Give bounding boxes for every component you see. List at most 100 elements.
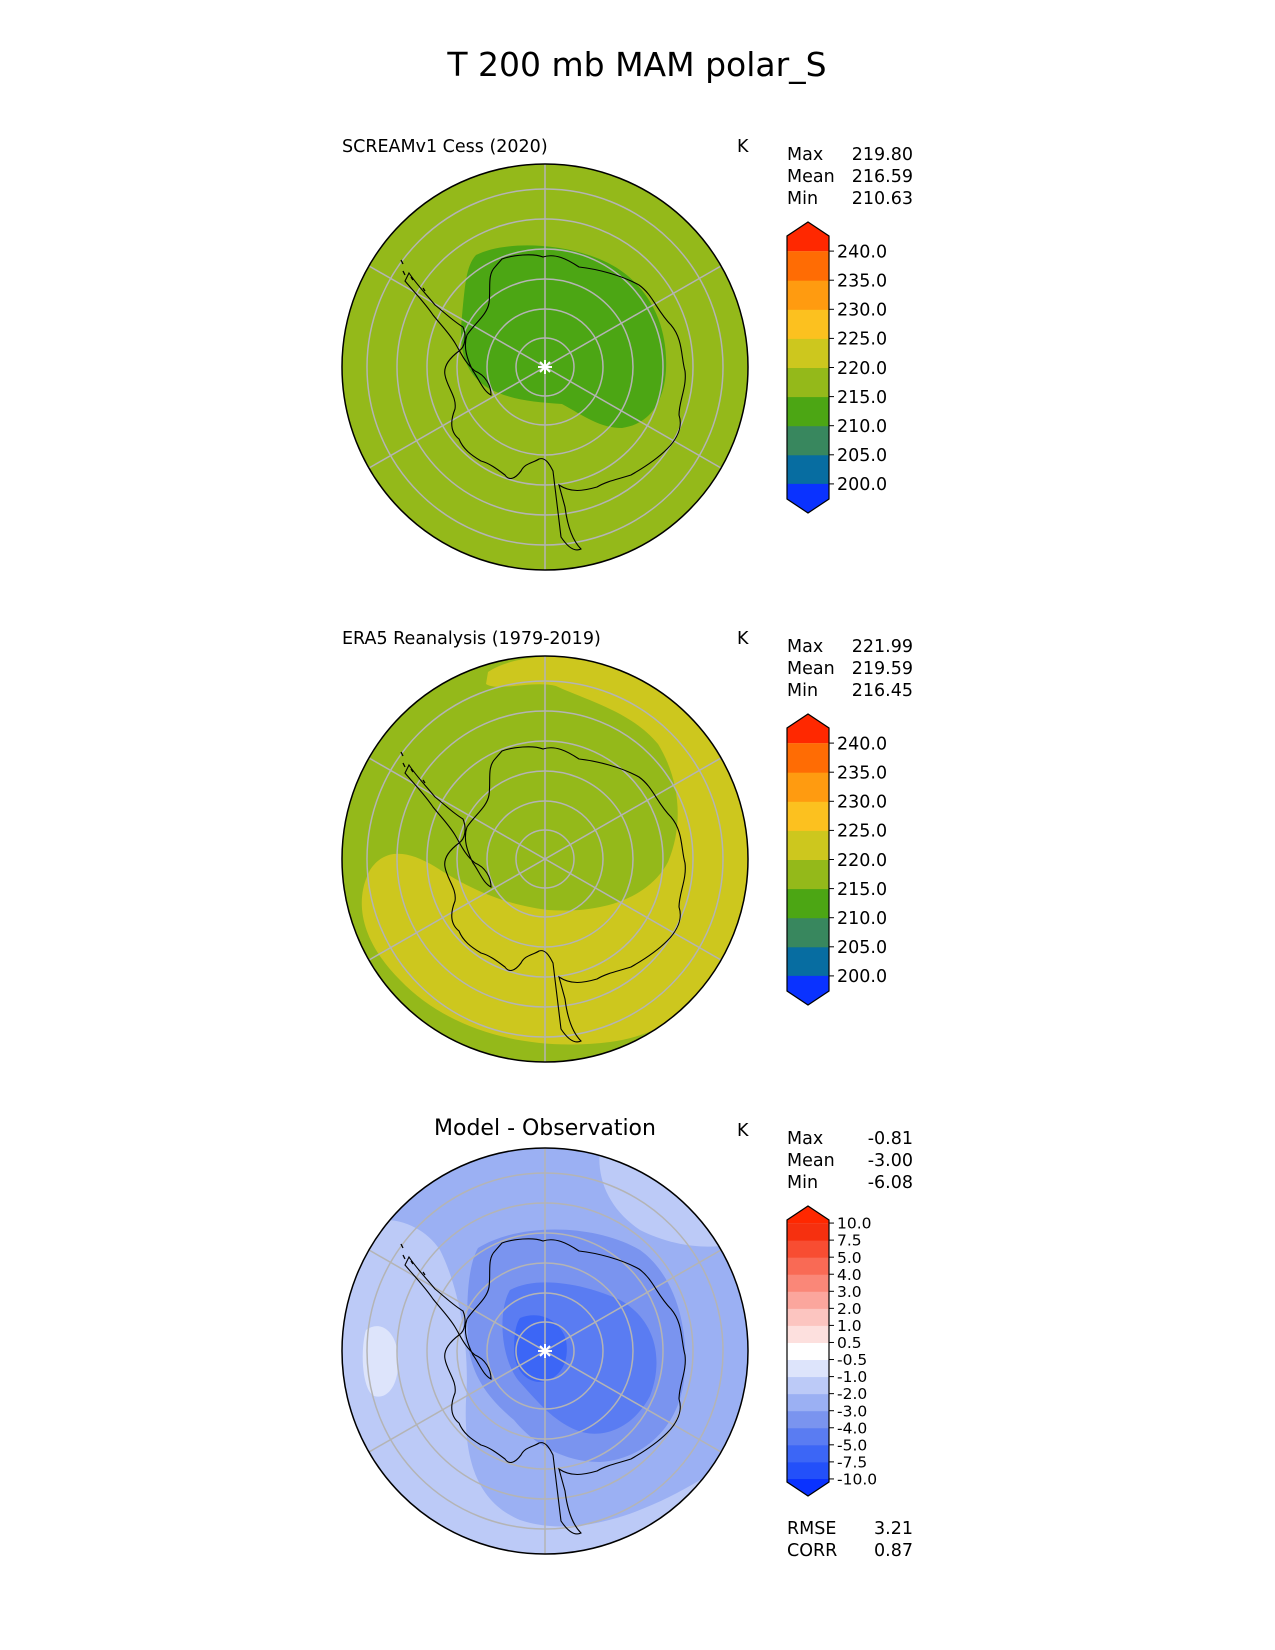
colorbar-segment [787,1393,829,1412]
colorbar-segment [787,1223,829,1241]
map-obs [342,656,748,1062]
panel-diff-units: K [737,1121,749,1141]
colorbar-diff: -10.0-7.5-5.0-4.0-3.0-2.0-1.0-0.50.51.02… [786,1205,877,1497]
colorbar-segment [787,1342,829,1361]
field-band-minus1-minus05 [362,1326,399,1397]
metric-label: RMSE [787,1519,836,1539]
stat-label: Mean [787,167,835,187]
stat-value: 221.99 [852,637,913,657]
panel-obs-title: ERA5 Reanalysis (1979-2019) [342,629,601,649]
stat-value: 219.59 [852,659,913,679]
metric-label: CORR [787,1541,837,1561]
colorbar-tick-label: 4.0 [837,1266,862,1284]
map-obs-border [341,655,749,1063]
colorbar-segment [787,1240,829,1258]
colorbar-tick-label: 210.0 [837,417,887,437]
colorbar-segment [787,1427,829,1446]
colorbar-tick-label: -4.0 [837,1419,867,1437]
colorbar-tick-label: 215.0 [837,388,887,408]
colorbar-segment [787,772,829,802]
colorbar-tick-label: -10.0 [837,1471,877,1489]
colorbar-tick-label: -1.0 [837,1368,867,1386]
colorbar-tick-label: 230.0 [837,301,887,321]
panel-model: SCREAMv1 Cess (2020) K Max 219.80 Mean 2… [341,137,913,571]
colorbar-extend-min [787,975,829,1005]
colorbar-segment [787,309,829,339]
map-diff [342,1148,748,1554]
colorbar-segment [787,1444,829,1463]
stats-model: Max 219.80 Mean 216.59 Min 210.63 [787,145,913,209]
colorbar-tick-label: 200.0 [837,475,887,495]
panel-diff: Model - Observation K Max -0.81 Mean -3.… [341,1116,913,1561]
colorbar-segment [787,425,829,456]
colorbar-extend-max [787,714,829,744]
map-model [342,164,748,570]
metrics-diff: RMSE 3.21 CORR 0.87 [787,1519,913,1561]
stat-label: Max [787,1129,823,1149]
pole-marker [538,1344,552,1358]
colorbar-tick-label: 215.0 [837,880,887,900]
pole-marker [538,360,552,374]
colorbar-segment [787,251,829,281]
colorbar-obs: 200.0 205.0 210.0 215.0 220.0 225.0 230.0 235.0… [786,713,887,1006]
colorbar-tick-label: 1.0 [837,1317,862,1335]
colorbar-segment [787,830,829,860]
colorbar-segment [787,859,829,890]
stat-label: Max [787,637,823,657]
colorbar-extend-max [787,222,829,252]
panel-model-units: K [737,137,749,157]
colorbar-segment [787,917,829,948]
stat-value: -0.81 [868,1129,913,1149]
stat-value: -3.00 [868,1151,913,1171]
colorbar-tick-label: -7.5 [837,1453,867,1471]
colorbar-segment [787,1325,829,1343]
colorbar-tick-label: -0.5 [837,1351,867,1369]
colorbar-extend-min [787,483,829,513]
stat-label: Min [787,189,818,209]
colorbar-tick-label: 205.0 [837,446,887,466]
colorbar-tick-label: 225.0 [837,330,887,350]
colorbar-segment [787,367,829,398]
metric-value: 0.87 [874,1541,913,1561]
map-diff-border [341,1147,749,1555]
stat-value: 216.59 [852,167,913,187]
stat-label: Max [787,145,823,165]
colorbar-tick-label: -5.0 [837,1436,867,1454]
panel-obs-units: K [737,629,749,649]
colorbar-tick-label: 7.5 [837,1232,862,1250]
colorbar-model: 200.0 205.0 210.0 215.0 220.0 225.0 230.0 235.0… [786,221,887,514]
colorbar-segment [787,888,829,919]
stat-value: 210.63 [852,189,913,209]
stat-value: 216.45 [852,681,913,701]
figure-title: T 200 mb MAM polar_S [446,45,826,84]
colorbar-segment [787,280,829,310]
colorbar-tick-label: 10.0 [837,1215,872,1233]
colorbar-segment [787,396,829,427]
colorbar-extend-max [787,1206,829,1224]
colorbar-segment [787,1461,829,1480]
colorbar-segment [787,1410,829,1429]
stat-label: Mean [787,659,835,679]
colorbar-segment [787,338,829,368]
panel-diff-title: Model - Observation [434,1116,656,1141]
stats-obs: Max 221.99 Mean 219.59 Min 216.45 [787,637,913,701]
metric-value: 3.21 [874,1519,913,1539]
colorbar-tick-label: 235.0 [837,764,887,784]
colorbar-tick-label: 230.0 [837,793,887,813]
colorbar-tick-label: 240.0 [837,734,887,754]
colorbar-segment [787,1291,829,1309]
colorbar-segment [787,1359,829,1378]
stat-label: Min [787,1173,818,1193]
colorbar-tick-label: 200.0 [837,967,887,987]
colorbar-tick-label: 2.0 [837,1300,862,1318]
colorbar-tick-label: 5.0 [837,1249,862,1267]
colorbar-segment [787,946,829,977]
colorbar-extend-min [787,1478,829,1496]
colorbar-segment [787,743,829,773]
colorbar-tick-label: 225.0 [837,822,887,842]
colorbar-segment [787,1308,829,1326]
stat-label: Min [787,681,818,701]
panel-obs: ERA5 Reanalysis (1979-2019) K Max 221.99… [341,629,913,1063]
colorbar-tick-label: 235.0 [837,272,887,292]
